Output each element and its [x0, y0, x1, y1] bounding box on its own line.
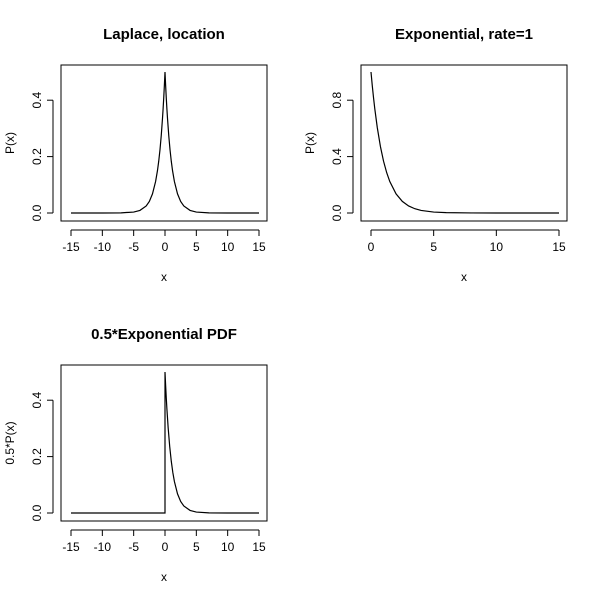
x-tick-label: -5	[128, 240, 139, 254]
y-tick-label: 0.0	[30, 204, 44, 221]
x-tick-label: 15	[552, 240, 566, 254]
chart-title: 0.5*Exponential PDF	[91, 326, 237, 343]
x-tick-label: -10	[94, 240, 112, 254]
series-line	[71, 371, 259, 514]
y-axis-label: P(x)	[3, 132, 17, 154]
x-tick-label: -15	[62, 240, 80, 254]
x-axis-label: x	[461, 270, 467, 284]
y-tick-label: 0.4	[30, 392, 44, 409]
chart-title: Exponential, rate=1	[395, 26, 533, 43]
plot-frame	[60, 64, 268, 222]
chart-title: Laplace, location	[103, 26, 225, 43]
y-axis-label: P(x)	[303, 132, 317, 154]
series-line	[71, 71, 259, 214]
y-tick-label: 0.0	[330, 204, 344, 221]
x-tick-label: 0	[368, 240, 375, 254]
panel-exponential: Exponential, rate=1 0 5 10 15 0.0 0.4 0.8 x P(x)	[303, 26, 568, 284]
x-tick-label: 10	[221, 540, 235, 554]
y-tick-label: 0.4	[330, 148, 344, 165]
x-tick-label: 5	[430, 240, 437, 254]
y-tick-label: 0.8	[330, 92, 344, 109]
x-tick-label: 15	[252, 240, 266, 254]
y-tick-label: 0.4	[30, 92, 44, 109]
y-tick-label: 0.0	[30, 504, 44, 521]
y-tick-label: 0.2	[30, 148, 44, 165]
x-tick-label: 0	[162, 540, 169, 554]
y-axis-label: 0.5*P(x)	[3, 421, 17, 464]
x-tick-label: -10	[94, 540, 112, 554]
x-axis-label: x	[161, 270, 167, 284]
x-tick-label: -5	[128, 540, 139, 554]
x-tick-label: 5	[193, 240, 200, 254]
plot-frame	[60, 364, 268, 522]
x-axis-label: x	[161, 570, 167, 584]
x-tick-label: 10	[490, 240, 504, 254]
x-tick-label: 5	[193, 540, 200, 554]
y-tick-label: 0.2	[30, 448, 44, 465]
x-tick-label: 0	[162, 240, 169, 254]
panel-half-exponential: 0.5*Exponential PDF -15 -10 -5 0 5 10 15 0.0 0.2 0…	[3, 326, 268, 584]
plot-frame	[360, 64, 568, 222]
panel-laplace: Laplace, location -15 -10 -5 0 5 10 15 0.0 0.2 0.4…	[3, 26, 268, 284]
x-tick-label: 15	[252, 540, 266, 554]
x-tick-label: 10	[221, 240, 235, 254]
series-line	[370, 71, 559, 214]
x-tick-label: -15	[62, 540, 80, 554]
